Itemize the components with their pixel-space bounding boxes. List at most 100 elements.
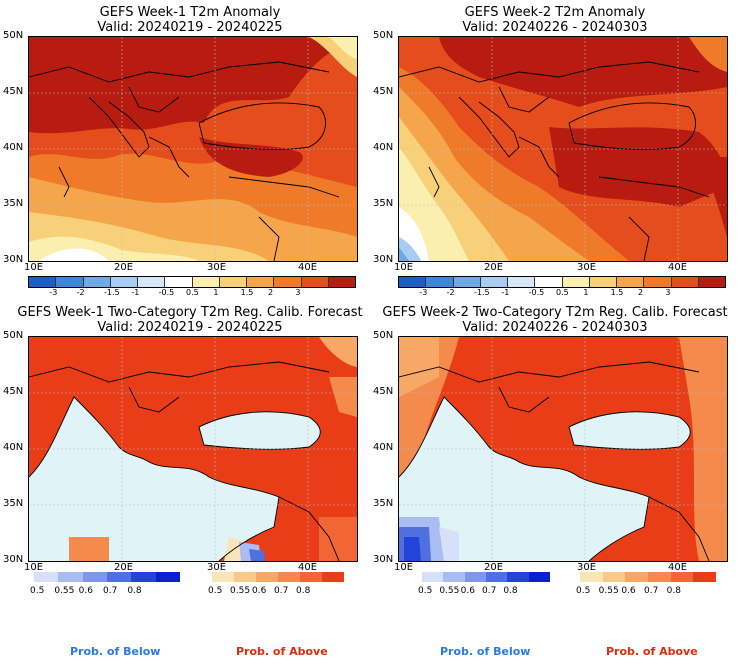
colorbar-tick-label: 0.8	[666, 586, 681, 596]
colorbar-tick-label: -1.5	[104, 288, 120, 297]
prob-below-caption: Prob. of Below	[440, 645, 531, 658]
colorbar-tick-label: 1	[213, 288, 219, 297]
panel-valid-date: Valid: 20240219 - 20240225	[97, 320, 283, 335]
prob-below-caption: Prob. of Below	[70, 645, 161, 658]
colorbar-swatch	[219, 277, 247, 287]
colorbar-tick-label: 0.7	[482, 586, 497, 596]
colorbar-tick-label: -0.5	[158, 288, 175, 297]
colorbar-tick-label: 0.5	[556, 288, 569, 297]
lon-label: 20E	[114, 262, 134, 273]
lat-label: 30N	[3, 254, 24, 265]
colorbar-tick-label: 0.55	[439, 586, 460, 596]
lat-label: 35N	[3, 198, 24, 209]
colorbar-swatch	[300, 572, 322, 582]
lon-label: 30E	[207, 262, 227, 273]
colorbar-swatch	[322, 572, 344, 582]
colorbar-swatch	[82, 572, 107, 582]
colorbar-tick-label: 0.7	[274, 586, 289, 596]
colorbar-swatch	[580, 572, 603, 582]
colorbar-tick-label: 0.55	[54, 586, 75, 596]
colorbar-swatch	[212, 572, 234, 582]
panel-week1-anomaly: GEFS Week-1 T2m Anomaly Valid: 20240219 …	[0, 0, 370, 300]
colorbar-swatch	[83, 277, 111, 287]
panel-valid-date: Valid: 20240226 - 20240303	[462, 20, 648, 35]
panel-title: GEFS Week-2 Two-Category T2m Reg. Calib.…	[382, 305, 728, 320]
colorbar-swatch	[562, 277, 590, 287]
panel-valid-date: Valid: 20240219 - 20240225	[97, 20, 283, 35]
colorbar-swatch	[155, 572, 180, 582]
lat-label: 45N	[3, 86, 24, 97]
anomaly-map	[398, 36, 728, 262]
lon-label: 10E	[24, 562, 44, 573]
colorbar-tick-label: 3	[295, 288, 301, 297]
lon-label: 20E	[114, 562, 134, 573]
colorbar-tick-label: 0.6	[252, 586, 267, 596]
anomaly-colorbar-labels: -3 -2 -1.5 -1 -0.5 0.5 1 1.5 2 3	[398, 288, 726, 298]
colorbar-swatch	[247, 277, 275, 287]
lon-label: 20E	[484, 562, 504, 573]
lat-label: 30N	[373, 554, 394, 565]
panel-week2-anomaly: GEFS Week-2 T2m Anomaly Valid: 20240226 …	[370, 0, 740, 300]
colorbar-swatch	[617, 277, 645, 287]
lon-label: 40E	[668, 262, 688, 273]
prob-below-colorbar	[34, 572, 180, 582]
lat-label: 40N	[3, 442, 24, 453]
panel-title: GEFS Week-1 T2m Anomaly	[99, 5, 281, 20]
colorbar-swatch	[464, 572, 486, 582]
lon-label: 30E	[577, 262, 597, 273]
colorbar-tick-label: 1.5	[610, 288, 624, 297]
lat-label: 35N	[373, 198, 394, 209]
colorbar-tick-label: 0.5	[418, 586, 433, 596]
lat-label: 30N	[3, 554, 24, 565]
colorbar-swatch	[480, 277, 508, 287]
colorbar-swatch	[422, 572, 444, 582]
anomaly-colorbar	[398, 276, 726, 288]
prob-below-labels: 0.5 0.55 0.6 0.7 0.8	[30, 586, 180, 596]
colorbar-tick-label: 2	[268, 288, 274, 297]
colorbar-swatch	[507, 572, 529, 582]
colorbar-swatch	[453, 277, 481, 287]
colorbar-swatch	[508, 277, 536, 287]
lat-label: 50N	[3, 30, 24, 41]
colorbar-swatch	[625, 572, 649, 582]
lon-label: 30E	[207, 562, 227, 573]
lat-label: 35N	[373, 498, 394, 509]
prob-below-labels: 0.5 0.55 0.6 0.7 0.8	[418, 586, 550, 596]
panel-week1-probability: GEFS Week-1 Two-Category T2m Reg. Calib.…	[0, 300, 370, 662]
prob-above-colorbar	[580, 572, 717, 582]
prob-above-labels: 0.5 0.55 0.6 0.7 0.8	[576, 586, 716, 596]
colorbar-tick-label: 0.5	[208, 586, 223, 596]
colorbar-tick-label: 1.5	[240, 288, 254, 297]
anomaly-colorbar	[28, 276, 356, 288]
prob-below-colorbar	[422, 572, 550, 582]
colorbar-swatch	[138, 277, 166, 287]
colorbar-swatch	[399, 277, 427, 287]
colorbar-tick-label: -3	[49, 288, 58, 297]
colorbar-tick-label: 1	[583, 288, 589, 297]
colorbar-tick-label: -2	[446, 288, 455, 297]
colorbar-tick-label: 2	[638, 288, 644, 297]
lat-label: 50N	[373, 30, 394, 41]
lon-label: 10E	[24, 262, 44, 273]
colorbar-swatch	[256, 572, 278, 582]
colorbar-swatch	[278, 572, 300, 582]
prob-above-caption: Prob. of Above	[236, 645, 328, 658]
colorbar-tick-label: 0.5	[186, 288, 199, 297]
lon-label: 40E	[298, 562, 318, 573]
colorbar-swatch	[131, 572, 156, 582]
prob-above-caption: Prob. of Above	[606, 645, 698, 658]
colorbar-swatch	[110, 277, 138, 287]
colorbar-swatch	[58, 572, 83, 582]
colorbar-swatch	[443, 572, 465, 582]
colorbar-tick-label: -1	[501, 288, 510, 297]
colorbar-tick-label: -2	[76, 288, 85, 297]
colorbar-swatch	[274, 277, 302, 287]
colorbar-swatch	[328, 277, 355, 287]
colorbar-tick-label: 0.6	[621, 586, 636, 596]
colorbar-tick-label: 0.5	[576, 586, 591, 596]
lat-label: 40N	[373, 142, 394, 153]
colorbar-swatch	[693, 572, 717, 582]
lat-label: 45N	[373, 86, 394, 97]
colorbar-swatch	[589, 277, 617, 287]
lon-label: 30E	[577, 562, 597, 573]
